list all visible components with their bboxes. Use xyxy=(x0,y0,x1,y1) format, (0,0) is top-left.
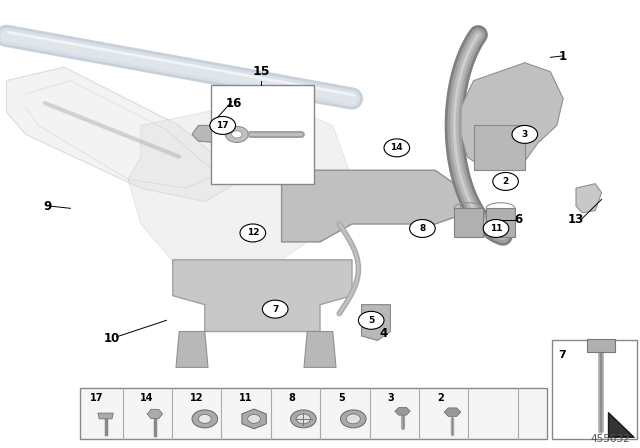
Polygon shape xyxy=(128,99,352,278)
Text: 4: 4 xyxy=(380,327,388,340)
Bar xyxy=(454,208,483,237)
Circle shape xyxy=(240,224,266,242)
Text: 1: 1 xyxy=(559,49,567,63)
Circle shape xyxy=(346,414,360,424)
Text: 14: 14 xyxy=(390,143,403,152)
Text: 17: 17 xyxy=(90,393,104,403)
Circle shape xyxy=(483,220,509,237)
Text: 2: 2 xyxy=(502,177,509,186)
Text: 11: 11 xyxy=(490,224,502,233)
Text: 8: 8 xyxy=(419,224,426,233)
Polygon shape xyxy=(444,408,461,417)
Text: 14: 14 xyxy=(140,393,153,403)
Circle shape xyxy=(296,414,310,424)
Circle shape xyxy=(512,125,538,143)
Circle shape xyxy=(340,410,366,428)
Bar xyxy=(552,340,637,439)
Circle shape xyxy=(198,414,211,423)
Polygon shape xyxy=(98,413,113,419)
Text: 3: 3 xyxy=(387,393,394,403)
Polygon shape xyxy=(461,63,563,170)
Text: 455632: 455632 xyxy=(591,435,630,444)
Polygon shape xyxy=(304,332,336,367)
Polygon shape xyxy=(6,67,243,202)
Text: 15: 15 xyxy=(252,65,270,78)
Circle shape xyxy=(493,172,518,190)
Bar xyxy=(211,85,314,184)
Text: 3: 3 xyxy=(522,130,528,139)
Text: 2: 2 xyxy=(437,393,444,403)
Text: 13: 13 xyxy=(568,213,584,226)
Circle shape xyxy=(232,131,242,138)
Text: 9: 9 xyxy=(44,199,52,213)
Circle shape xyxy=(262,300,288,318)
Text: 6: 6 xyxy=(515,213,522,226)
Circle shape xyxy=(248,414,260,423)
Polygon shape xyxy=(147,409,163,418)
Text: 8: 8 xyxy=(288,393,295,403)
Circle shape xyxy=(358,311,384,329)
Text: 5: 5 xyxy=(368,316,374,325)
Polygon shape xyxy=(576,184,602,213)
Circle shape xyxy=(210,116,236,134)
Polygon shape xyxy=(586,339,615,352)
Circle shape xyxy=(291,410,316,428)
Text: 10: 10 xyxy=(104,332,120,345)
Text: 16: 16 xyxy=(225,96,242,110)
Text: 7: 7 xyxy=(558,350,566,360)
Polygon shape xyxy=(395,407,410,415)
Polygon shape xyxy=(173,260,352,332)
Polygon shape xyxy=(282,170,461,242)
Polygon shape xyxy=(474,125,525,170)
Text: 17: 17 xyxy=(216,121,229,130)
Bar xyxy=(80,388,547,439)
Polygon shape xyxy=(192,125,237,143)
Polygon shape xyxy=(176,332,208,367)
Bar xyxy=(486,208,515,237)
Circle shape xyxy=(192,410,218,428)
Circle shape xyxy=(225,126,248,142)
Text: 12: 12 xyxy=(189,393,203,403)
Polygon shape xyxy=(242,409,266,429)
Polygon shape xyxy=(362,305,390,340)
Text: 12: 12 xyxy=(246,228,259,237)
Circle shape xyxy=(384,139,410,157)
Circle shape xyxy=(410,220,435,237)
Text: 7: 7 xyxy=(272,305,278,314)
Text: 11: 11 xyxy=(239,393,252,403)
Text: 5: 5 xyxy=(338,393,345,403)
